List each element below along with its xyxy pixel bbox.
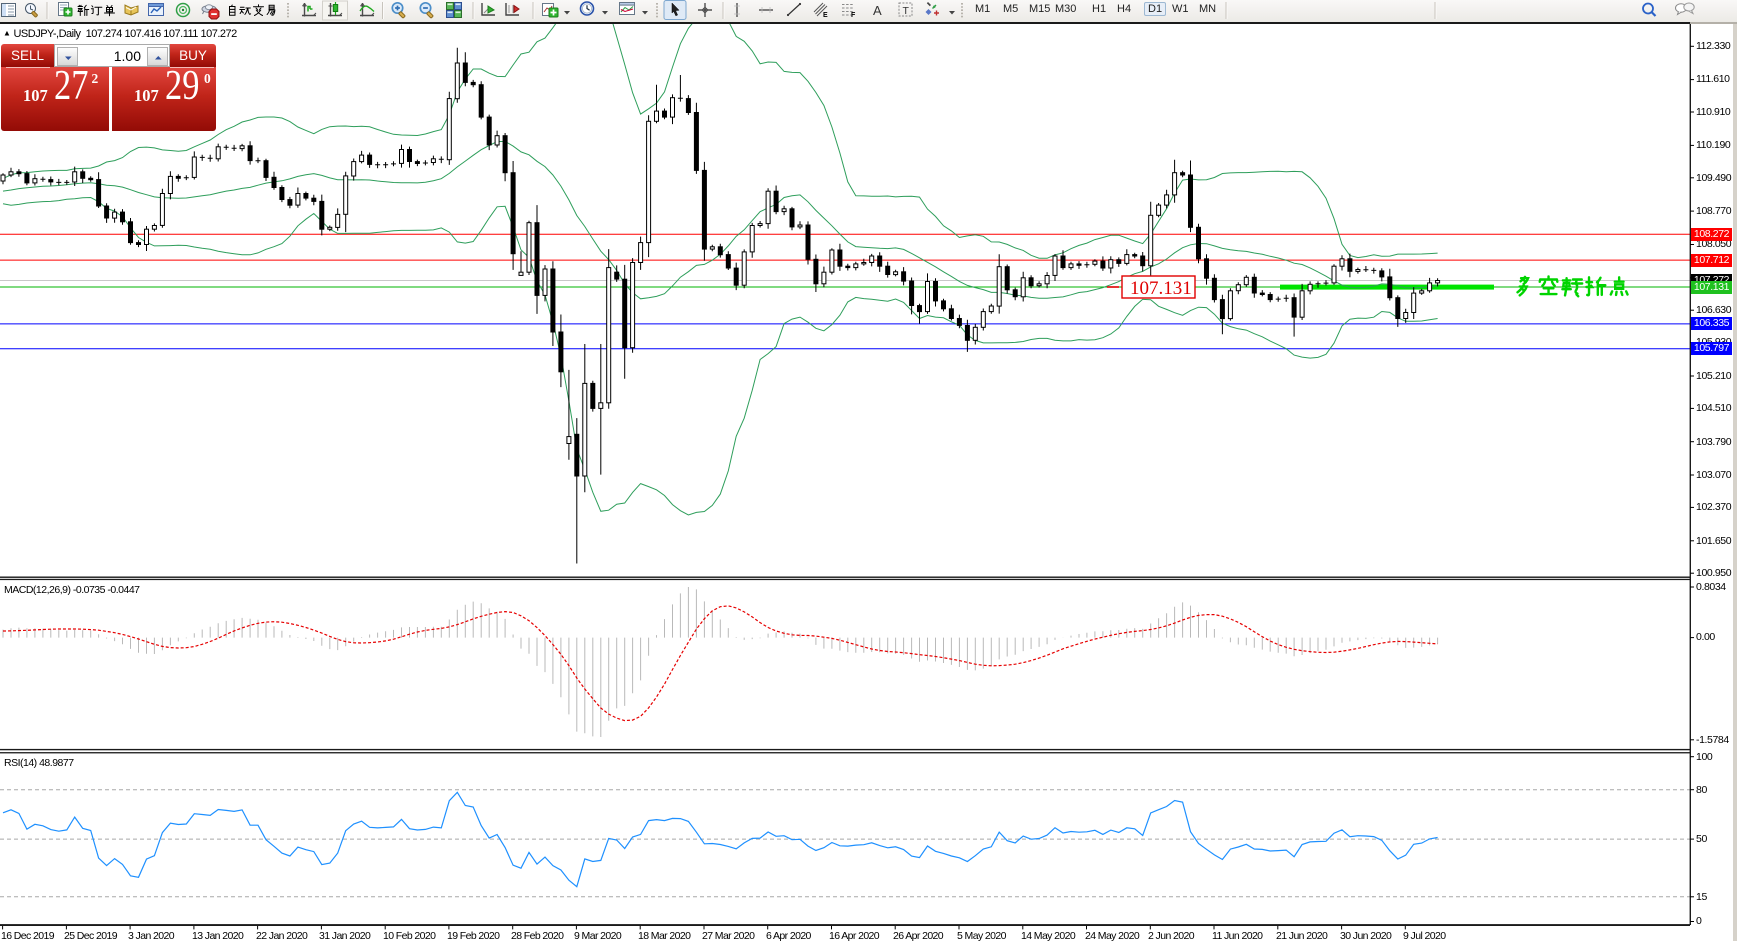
svg-text:F: F [851, 12, 856, 19]
svg-text:A: A [873, 3, 882, 18]
svg-text:E: E [823, 12, 828, 19]
svg-text:T: T [903, 5, 910, 17]
svg-text:107.131: 107.131 [1130, 278, 1192, 299]
